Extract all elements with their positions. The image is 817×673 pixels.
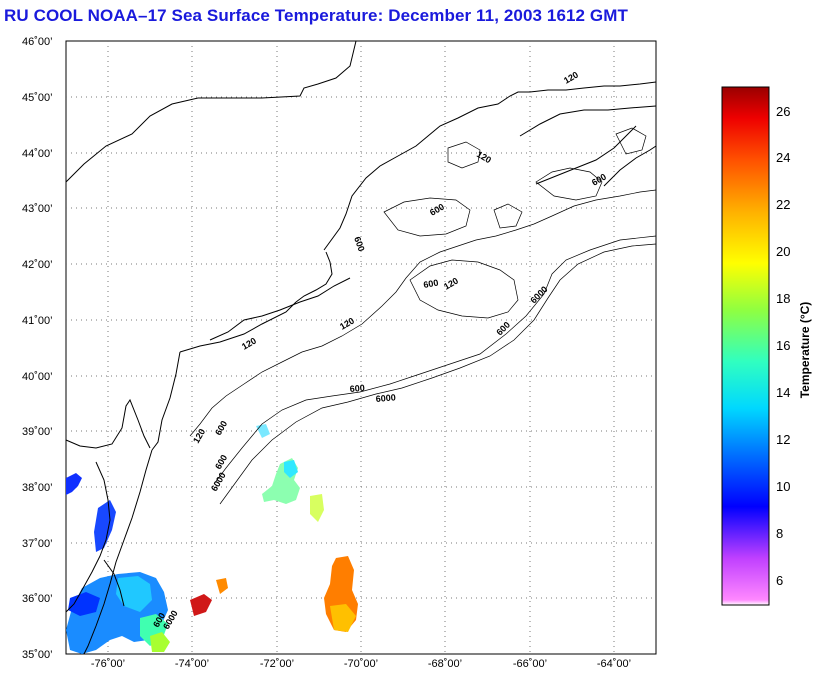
lon-label: -70˚00’ [344, 658, 378, 670]
lat-label: 40˚00’ [22, 371, 53, 383]
lat-label: 44˚00’ [22, 148, 53, 160]
lat-label: 46˚00’ [22, 36, 53, 48]
lat-label: 36˚00’ [22, 593, 53, 605]
lat-label: 37˚00’ [22, 538, 53, 550]
colorbar-tick: 24 [776, 150, 790, 165]
colorbar-tick: 22 [776, 197, 790, 212]
lat-label: 35˚00’ [22, 649, 53, 661]
map-frame [65, 40, 657, 655]
graticule [66, 41, 656, 654]
lat-label: 45˚00’ [22, 92, 53, 104]
colorbar-title: Temperature (°C) [798, 302, 812, 399]
color-bar: 26 24 22 20 18 16 14 12 10 8 6 Temperatu… [721, 86, 812, 606]
lat-label: 42˚00’ [22, 259, 53, 271]
lat-label: 43˚00’ [22, 203, 53, 215]
colorbar-tick: 12 [776, 432, 790, 447]
lat-label: 41˚00’ [22, 315, 53, 327]
color-bar-gradient [721, 86, 770, 606]
latitude-labels: 46˚00’ 45˚00’ 44˚00’ 43˚00’ 42˚00’ 41˚00… [22, 36, 53, 661]
lon-label: -74˚00’ [175, 658, 209, 670]
sst-data [66, 424, 358, 654]
coastline [65, 40, 657, 655]
longitude-labels: -76˚00’ -74˚00’ -72˚00’ -70˚00’ -68˚00’ … [91, 658, 631, 670]
lon-label: -64˚00’ [597, 658, 631, 670]
contour-label: 600 [349, 383, 365, 394]
map-title: RU COOL NOAA–17 Sea Surface Temperature:… [4, 6, 629, 25]
colorbar-tick: 16 [776, 338, 790, 353]
bathymetry-contours [189, 127, 657, 505]
colorbar-tick: 8 [776, 526, 783, 541]
lat-label: 38˚00’ [22, 482, 53, 494]
lon-label: -66˚00’ [513, 658, 547, 670]
colorbar-tick: 26 [776, 104, 790, 119]
colorbar-tick: 18 [776, 291, 790, 306]
contour-label: 6000 [375, 392, 396, 404]
lon-label: -76˚00’ [91, 658, 125, 670]
lat-label: 39˚00’ [22, 426, 53, 438]
colorbar-tick: 14 [776, 385, 790, 400]
colorbar-tick: 10 [776, 479, 790, 494]
contour-label: 600 [352, 235, 367, 253]
lon-label: -68˚00’ [428, 658, 462, 670]
colorbar-tick: 6 [776, 573, 783, 588]
contour-label: 600 [423, 278, 440, 290]
colorbar-tick: 20 [776, 244, 790, 259]
lon-label: -72˚00’ [260, 658, 294, 670]
